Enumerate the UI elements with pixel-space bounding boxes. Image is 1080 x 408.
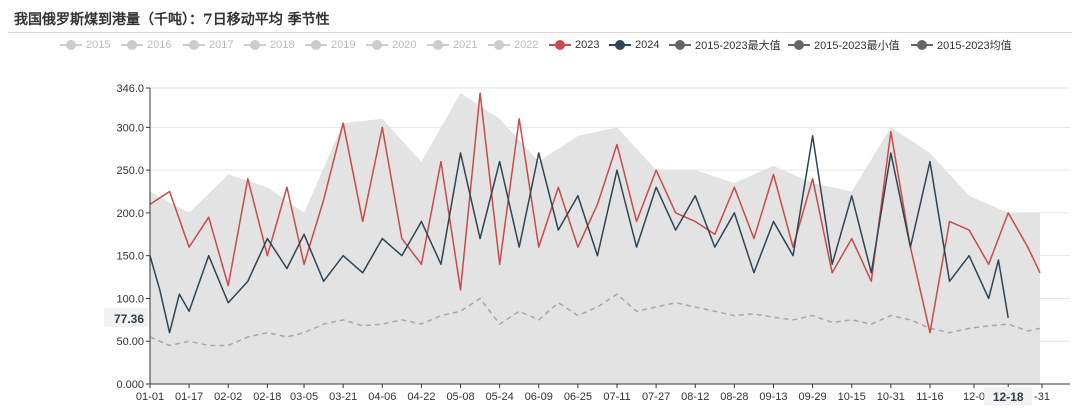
legend-item-2015-2023最大值[interactable]: 2015-2023最大值 [669,36,781,54]
x-tick-label: 02-18 [253,391,281,403]
x-tick-label: 08-12 [681,391,709,403]
legend-symbol-icon [549,40,571,50]
legend-symbol-icon [244,40,266,50]
legend-label: 2023 [575,39,600,51]
legend-symbol-icon [788,40,810,50]
legend-label: 2016 [147,39,172,51]
x-tick-label: 10-31 [877,391,905,403]
legend-label: 2019 [331,39,356,51]
x-tick-label: 12-0 [963,391,985,403]
legend-label: 2022 [514,39,539,51]
legend: 2015 2016 2017 2018 2019 2020 2021 2022 2023 2024… [0,36,1080,54]
series-2024-line [149,135,1009,334]
legend-label: 2020 [392,39,417,51]
y-tick-label: 100.0 [116,293,144,305]
y-tick-label: 300.0 [116,122,144,134]
x-tick-label: 03-21 [329,391,357,403]
legend-item-2019[interactable]: 2019 [305,36,355,54]
legend-item-2017[interactable]: 2017 [183,36,233,54]
y-marker-box [104,307,148,327]
legend-item-2015-2023最小值[interactable]: 2015-2023最小值 [788,36,900,54]
legend-label: 2015-2023最小值 [814,40,900,52]
series-2023-line [149,92,1041,334]
max-min-band [150,93,1040,385]
legend-item-2015-2023均值[interactable]: 2015-2023均值 [911,36,1012,54]
legend-item-2016[interactable]: 2016 [121,36,171,54]
x-tick-label: 01-17 [175,391,203,403]
y-tick-label: 200.0 [116,208,144,220]
x-tick-label: 06-25 [564,391,592,403]
cursor-label-box [984,387,1033,405]
legend-label: 2021 [453,39,478,51]
legend-symbol-icon [305,40,327,50]
legend-symbol-icon [183,40,205,50]
y-tick-label: 250.0 [116,165,144,177]
x-tick-label: 08-28 [720,391,748,403]
x-tick-label: 04-06 [368,391,396,403]
y-marker-label: 77.36 [114,312,144,326]
x-tick-label: 05-24 [486,391,514,403]
x-tick-label: 07-11 [603,391,630,403]
chart-title: 我国俄罗斯煤到港量（千吨）：7日移动平均 季节性 [14,12,330,28]
legend-label: 2024 [635,39,660,51]
x-tick-label: 05-08 [446,391,474,403]
x-tick-label: 06-09 [525,391,553,403]
y-tick-label: 50.00 [116,336,144,348]
y-tick-label: 346.0 [116,83,144,95]
legend-label: 2018 [270,39,295,51]
x-tick-label: -31 [1034,391,1050,403]
x-tick-label: 07-27 [642,391,670,403]
legend-symbol-icon [427,40,449,50]
legend-symbol-icon [366,40,388,50]
legend-item-2018[interactable]: 2018 [244,36,294,54]
cursor-x-label: 12-18 [993,390,1024,404]
legend-label: 2015-2023最大值 [695,40,781,52]
x-tick-label: 01-01 [136,391,164,403]
x-tick-label: 10-15 [838,391,866,403]
legend-item-2015[interactable]: 2015 [60,36,110,54]
x-tick-label: 11-16 [916,391,943,403]
legend-item-2022[interactable]: 2022 [488,36,538,54]
legend-label: 2015 [86,39,111,51]
legend-label: 2015-2023均值 [937,40,1012,52]
legend-symbol-icon [121,40,143,50]
legend-item-2023[interactable]: 2023 [549,36,599,54]
x-tick-label: 09-13 [759,391,787,403]
legend-symbol-icon [488,40,510,50]
y-tick-label: 150.0 [116,251,144,263]
legend-symbol-icon [60,40,82,50]
legend-symbol-icon [669,40,691,50]
x-tick-label: 03-05 [290,391,318,403]
title-divider [8,32,1072,33]
x-tick-label: 04-22 [407,391,435,403]
series-mean-line [149,293,1041,347]
x-tick-label: 09-29 [799,391,827,403]
legend-label: 2017 [209,39,234,51]
y-tick-label: 0.000 [116,379,144,391]
legend-symbol-icon [609,40,631,50]
legend-item-2020[interactable]: 2020 [366,36,416,54]
legend-item-2024[interactable]: 2024 [609,36,659,54]
legend-item-2021[interactable]: 2021 [427,36,477,54]
legend-symbol-icon [911,40,933,50]
x-tick-label: 02-02 [214,391,242,403]
